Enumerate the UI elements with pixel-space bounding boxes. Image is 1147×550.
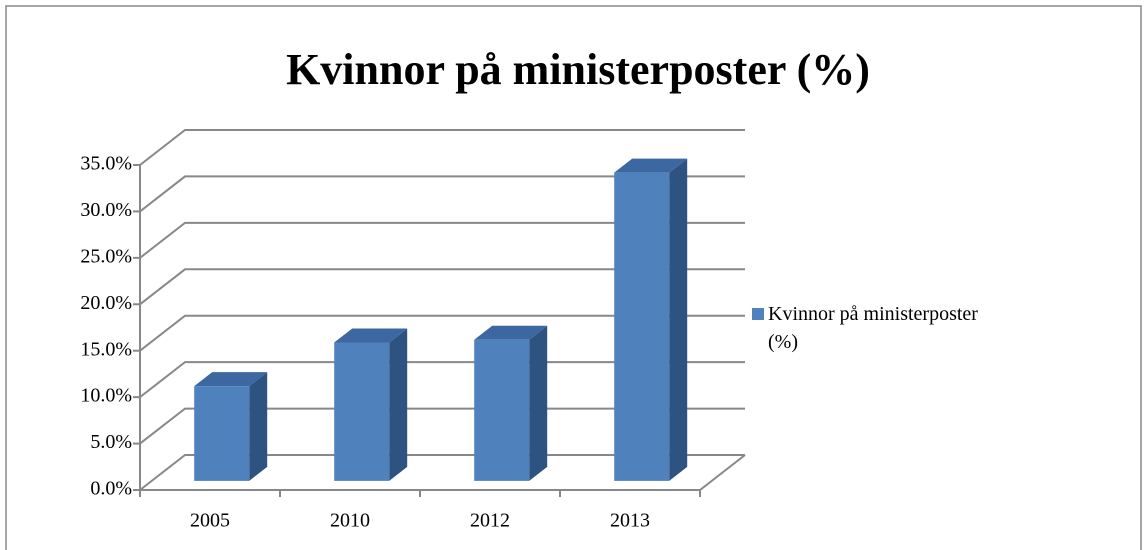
bar [614,158,688,481]
bar-top [614,158,688,173]
x-tick-label: 2013 [610,510,650,532]
chart-border [5,5,1142,550]
grid-line [139,221,745,259]
y-tick-label: 25.0% [80,245,132,267]
bar-top [194,372,268,387]
bar-front [194,386,250,481]
y-tick-label: 20.0% [80,292,132,314]
grid-line [139,268,745,306]
bar [334,328,408,481]
y-tick-label: 35.0% [80,153,132,175]
legend-swatch [752,308,764,320]
bar-top [334,328,408,343]
bar-side [669,158,688,481]
bar-side [249,372,268,481]
legend: Kvinnor på ministerposter (%) [752,300,1002,356]
bar-side [529,325,548,481]
y-tick-label: 15.0% [80,338,132,360]
bar-top [474,325,548,340]
grid-line [139,129,745,166]
x-tick-label: 2012 [470,510,510,532]
grid-line [139,361,745,398]
bar-side [389,328,408,481]
bar [474,325,548,481]
grid-line [139,407,745,445]
grid-line [139,175,745,213]
y-tick-label: 5.0% [90,431,132,453]
bar-front [334,342,390,481]
y-tick-label: 30.0% [80,199,132,221]
grid-line [139,314,745,352]
y-tick-label: 10.0% [80,385,132,407]
bar-front [474,339,530,481]
x-tick-label: 2005 [190,510,230,532]
chart-title: Kvinnor på ministerposter (%) [286,45,870,94]
bar-front [614,172,670,481]
y-tick-label: 0.0% [90,478,132,500]
grid-line [139,454,745,491]
x-tick-label: 2010 [330,510,370,532]
legend-label: Kvinnor på ministerposter (%) [768,303,978,353]
bar [194,372,268,481]
